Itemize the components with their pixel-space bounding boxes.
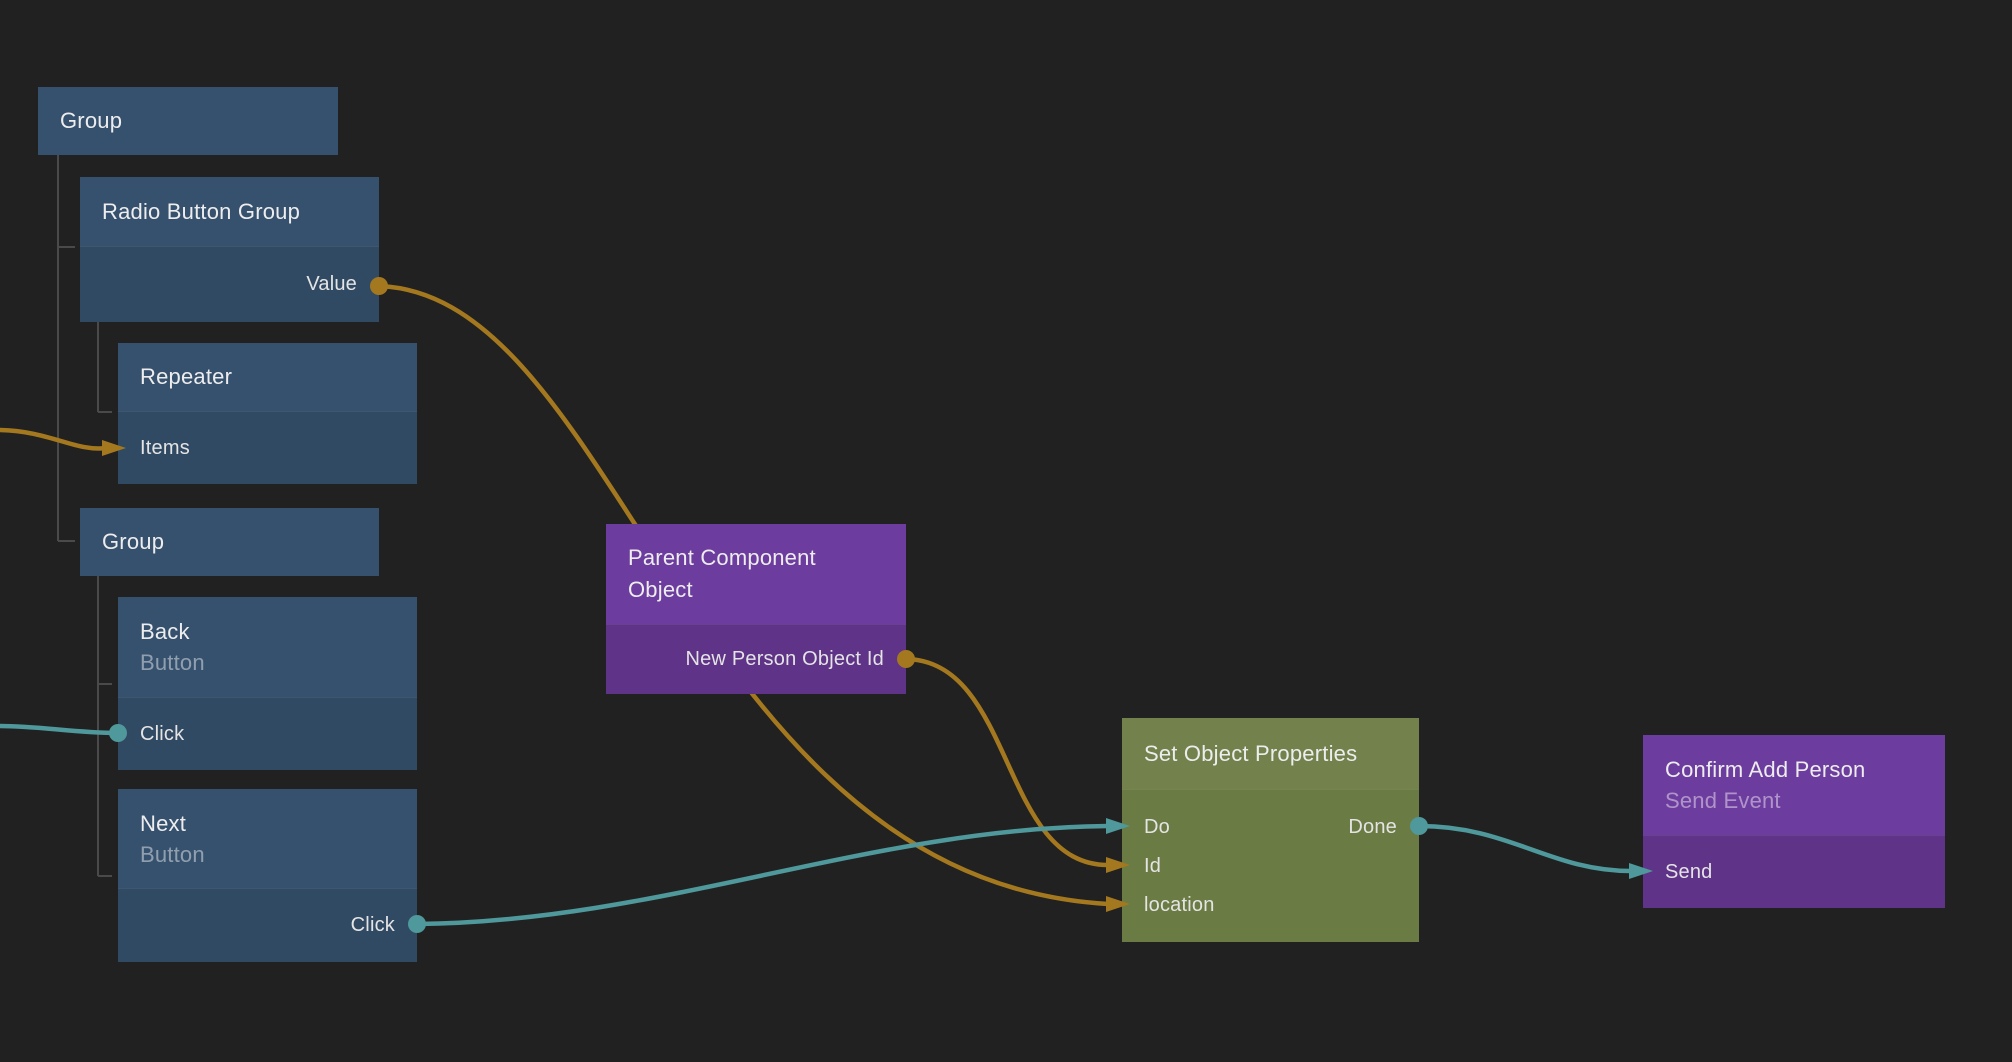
port-label-done: Done <box>1348 816 1397 838</box>
node-set-object-properties[interactable]: Set Object Properties Do Done Id locatio… <box>1122 718 1419 942</box>
tree-line-group2-children <box>97 576 112 877</box>
port-row-new-person-object-id: New Person Object Id <box>606 625 906 694</box>
wire-newpersonobjectid-to-id[interactable] <box>903 656 1111 868</box>
port-row-click: Click <box>118 889 417 962</box>
node-subtitle: Button <box>140 841 205 867</box>
node-parent-component-object[interactable]: Parent Component Object New Person Objec… <box>606 524 906 694</box>
port-label-send: Send <box>1665 860 1713 883</box>
port-label-click: Click <box>140 722 185 745</box>
port-row-items: Items <box>118 412 417 484</box>
node-title: Group <box>102 529 165 555</box>
port-row-do-done: Do Done <box>1122 808 1419 847</box>
node-group-2[interactable]: Group <box>80 508 379 576</box>
node-group-1[interactable]: Group <box>38 87 338 155</box>
node-title: Parent Component Object <box>628 545 816 602</box>
wire-back-click-to-offscreen[interactable] <box>0 723 121 736</box>
node-subtitle: Button <box>140 650 205 676</box>
port-label-id: Id <box>1144 855 1162 877</box>
node-title: Next <box>140 810 187 836</box>
wire-next-click-to-do[interactable] <box>414 823 1111 927</box>
node-back-button[interactable]: Back Button Click <box>118 597 417 770</box>
port-row-id: Id <box>1122 847 1419 886</box>
port-label-value: Value <box>306 273 357 295</box>
port-label-do: Do <box>1144 816 1170 838</box>
port-row-value: Value <box>80 247 379 322</box>
node-title: Radio Button Group <box>102 198 301 224</box>
port-row-click: Click <box>118 698 417 770</box>
port-label-items: Items <box>140 436 190 459</box>
tree-line-radiogroup-children <box>97 322 112 413</box>
port-label-new-person-object-id: New Person Object Id <box>685 648 884 670</box>
node-title: Back <box>140 619 190 645</box>
port-label-location: location <box>1144 894 1215 916</box>
node-subtitle: Send Event <box>1665 788 1781 814</box>
wire-done-to-send[interactable] <box>1416 823 1634 874</box>
node-radio-button-group[interactable]: Radio Button Group Value <box>80 177 379 322</box>
node-repeater[interactable]: Repeater Items <box>118 343 417 484</box>
node-next-button[interactable]: Next Button Click <box>118 789 417 962</box>
port-row-send: Send <box>1643 836 1945 908</box>
tree-line-group1-children <box>57 155 75 542</box>
node-title: Repeater <box>140 364 233 390</box>
node-confirm-add-person[interactable]: Confirm Add Person Send Event Send <box>1643 735 1945 908</box>
node-title: Confirm Add Person <box>1665 757 1866 783</box>
node-title: Group <box>60 108 123 134</box>
port-label-click: Click <box>350 914 395 936</box>
wire-offscreen-to-repeater-items[interactable] <box>0 427 109 451</box>
node-title: Set Object Properties <box>1144 740 1358 766</box>
port-row-location: location <box>1122 886 1419 925</box>
